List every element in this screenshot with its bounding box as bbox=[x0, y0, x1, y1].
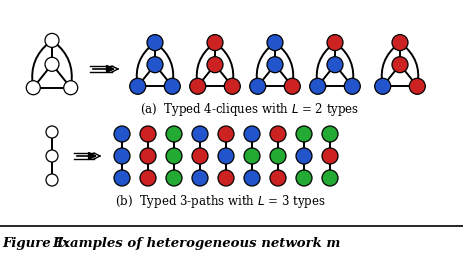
Circle shape bbox=[309, 78, 325, 94]
Circle shape bbox=[295, 148, 311, 164]
Text: Examples of heterogeneous network m: Examples of heterogeneous network m bbox=[52, 238, 340, 251]
Circle shape bbox=[192, 170, 207, 186]
Circle shape bbox=[295, 126, 311, 142]
Circle shape bbox=[140, 126, 156, 142]
Circle shape bbox=[192, 148, 207, 164]
Circle shape bbox=[374, 78, 390, 94]
Circle shape bbox=[284, 78, 300, 94]
Circle shape bbox=[164, 78, 180, 94]
Circle shape bbox=[321, 148, 337, 164]
Circle shape bbox=[391, 57, 407, 73]
Text: Figure 1:: Figure 1: bbox=[2, 238, 74, 251]
Circle shape bbox=[321, 126, 337, 142]
Circle shape bbox=[326, 57, 342, 73]
Circle shape bbox=[140, 148, 156, 164]
Circle shape bbox=[46, 174, 58, 186]
Circle shape bbox=[46, 126, 58, 138]
Circle shape bbox=[114, 126, 130, 142]
Circle shape bbox=[244, 170, 259, 186]
Text: (a)  Typed 4-cliques with $L$ = 2 types: (a) Typed 4-cliques with $L$ = 2 types bbox=[140, 101, 359, 117]
Circle shape bbox=[321, 170, 337, 186]
Circle shape bbox=[224, 78, 240, 94]
Circle shape bbox=[266, 57, 282, 73]
Circle shape bbox=[26, 81, 40, 95]
Circle shape bbox=[166, 148, 181, 164]
Circle shape bbox=[218, 148, 233, 164]
Circle shape bbox=[63, 81, 78, 95]
Circle shape bbox=[147, 35, 163, 51]
Circle shape bbox=[45, 34, 59, 48]
Circle shape bbox=[189, 78, 205, 94]
Circle shape bbox=[244, 126, 259, 142]
Circle shape bbox=[266, 35, 282, 51]
Circle shape bbox=[114, 148, 130, 164]
Circle shape bbox=[249, 78, 265, 94]
Circle shape bbox=[344, 78, 359, 94]
Circle shape bbox=[408, 78, 425, 94]
Circle shape bbox=[206, 35, 223, 51]
Circle shape bbox=[391, 35, 407, 51]
Circle shape bbox=[295, 170, 311, 186]
Circle shape bbox=[244, 148, 259, 164]
Circle shape bbox=[218, 126, 233, 142]
Circle shape bbox=[147, 57, 163, 73]
Circle shape bbox=[46, 150, 58, 162]
Circle shape bbox=[206, 57, 223, 73]
Circle shape bbox=[114, 170, 130, 186]
Circle shape bbox=[218, 170, 233, 186]
Circle shape bbox=[140, 170, 156, 186]
Circle shape bbox=[269, 126, 285, 142]
Circle shape bbox=[326, 35, 342, 51]
Circle shape bbox=[269, 170, 285, 186]
Circle shape bbox=[130, 78, 145, 94]
Text: (b)  Typed 3-paths with $L$ = 3 types: (b) Typed 3-paths with $L$ = 3 types bbox=[114, 194, 325, 210]
Circle shape bbox=[166, 126, 181, 142]
Circle shape bbox=[269, 148, 285, 164]
Circle shape bbox=[45, 57, 59, 71]
Circle shape bbox=[166, 170, 181, 186]
Circle shape bbox=[192, 126, 207, 142]
